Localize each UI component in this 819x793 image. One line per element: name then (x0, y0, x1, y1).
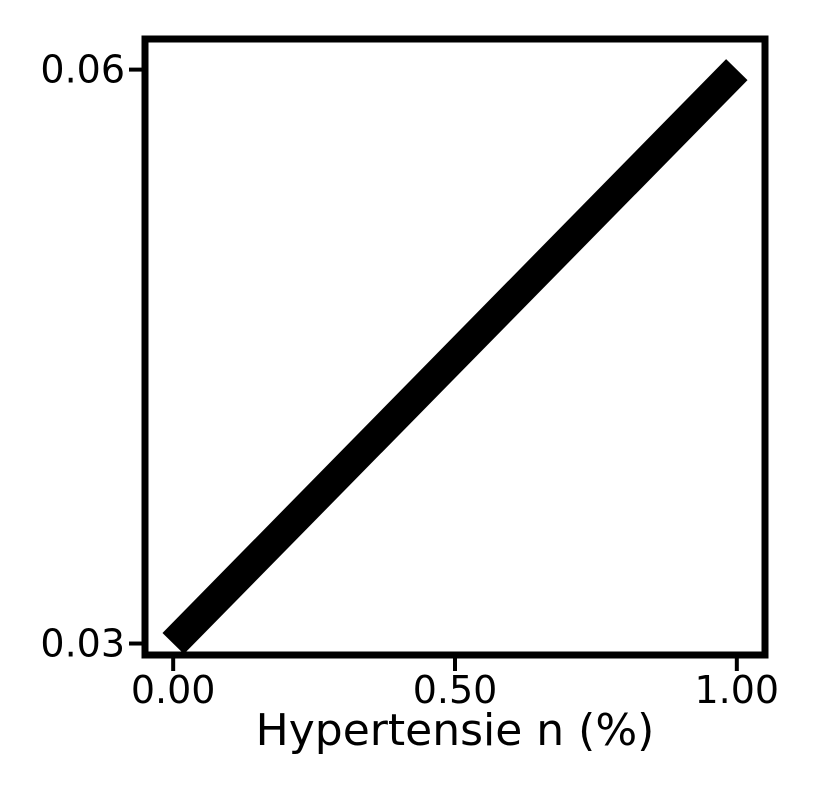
x-tick-label-2: 1.00 (695, 668, 780, 712)
x-axis-title: Hypertensie n (%) (256, 705, 655, 756)
y-tick-label-0: 0.03 (40, 622, 125, 666)
x-axis: 0.00 0.50 1.00 (131, 655, 779, 712)
y-axis: 0.03 0.06 (40, 48, 145, 666)
series-layer (173, 70, 737, 644)
y-tick-label-1: 0.06 (40, 48, 125, 92)
series-line-0 (173, 70, 737, 644)
x-tick-label-0: 0.00 (131, 668, 216, 712)
